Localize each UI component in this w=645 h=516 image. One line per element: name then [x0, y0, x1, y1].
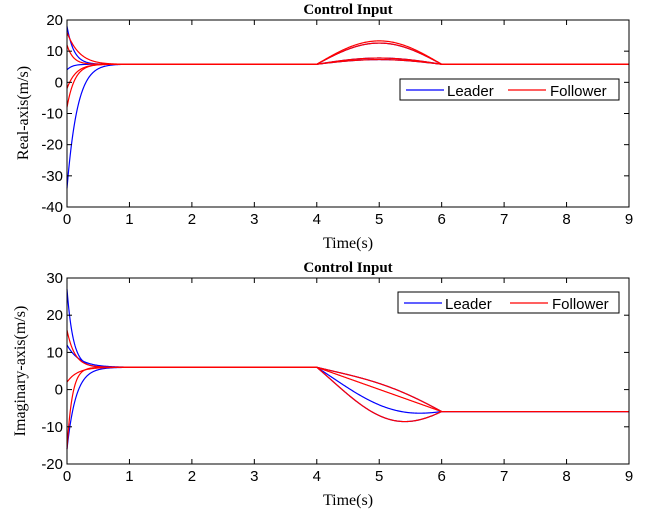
series-lines	[66, 26, 629, 189]
y-tick-label: 20	[46, 12, 63, 29]
x-tick-label: 8	[562, 468, 570, 485]
x-tick-label: 2	[188, 211, 196, 228]
series-lines	[66, 289, 629, 450]
y-tick-label: 10	[46, 344, 63, 361]
y-tick-label: 10	[46, 43, 63, 60]
plot-area	[67, 20, 629, 207]
legend: Leader Follower	[397, 291, 620, 314]
y-tick-label: -20	[41, 456, 63, 473]
legend-leader-label: Leader	[447, 83, 494, 100]
x-tick-label: 3	[250, 468, 258, 485]
real-axis-chart: Control Input 0 1 2 3 4 5 6 7 8 9 -40 -30 -20 -10 0 10 2…	[15, 2, 633, 252]
y-tick-label: -40	[41, 199, 63, 216]
y-axis-label: Real-axis(m/s)	[15, 66, 32, 160]
x-axis-label: Time(s)	[323, 492, 373, 509]
x-tick-label: 9	[625, 211, 633, 228]
legend-follower-label: Follower	[550, 83, 607, 100]
x-tick-label: 3	[250, 211, 258, 228]
x-tick-label: 7	[500, 468, 508, 485]
x-tick-label: 4	[313, 468, 321, 485]
axis-ticks: 0 1 2 3 4 5 6 7 8 9 -40 -30 -20 -10 0 10 20	[41, 12, 633, 228]
legend-leader-label: Leader	[445, 296, 492, 313]
chart-title: Control Input	[303, 260, 392, 276]
y-tick-label: 0	[55, 74, 63, 91]
x-tick-label: 5	[375, 211, 383, 228]
y-tick-label: 30	[46, 270, 63, 287]
x-tick-label: 9	[625, 468, 633, 485]
x-tick-label: 6	[437, 211, 445, 228]
legend: Leader Follower	[399, 78, 620, 101]
series-line-follower	[66, 366, 629, 423]
x-tick-label: 1	[125, 211, 133, 228]
axis-ticks: 0 1 2 3 4 5 6 7 8 9 -20 -10 0 10 20 30	[41, 270, 633, 485]
x-tick-label: 0	[63, 468, 71, 485]
x-tick-label: 8	[562, 211, 570, 228]
x-axis-label: Time(s)	[323, 235, 373, 252]
series-line-follower	[66, 57, 629, 89]
chart-title: Control Input	[303, 2, 392, 18]
x-tick-label: 5	[375, 468, 383, 485]
x-tick-label: 1	[125, 468, 133, 485]
y-tick-label: 20	[46, 307, 63, 324]
y-tick-label: -10	[41, 106, 63, 123]
y-tick-label: -30	[41, 168, 63, 185]
y-axis-label: Imaginary-axis(m/s)	[12, 306, 29, 437]
x-tick-label: 6	[437, 468, 445, 485]
x-tick-label: 0	[63, 211, 71, 228]
y-tick-label: -10	[41, 419, 63, 436]
x-tick-label: 2	[188, 468, 196, 485]
imaginary-axis-chart: Control Input 0 1 2 3 4 5 6 7 8 9 -20 -10 0 10 20 30 Ti…	[12, 260, 633, 509]
legend-follower-label: Follower	[552, 296, 609, 313]
x-tick-label: 7	[500, 211, 508, 228]
y-tick-label: 0	[55, 382, 63, 399]
x-tick-label: 4	[313, 211, 321, 228]
plot-frame	[66, 277, 630, 465]
y-tick-label: -20	[41, 137, 63, 154]
legend-box	[397, 291, 620, 314]
